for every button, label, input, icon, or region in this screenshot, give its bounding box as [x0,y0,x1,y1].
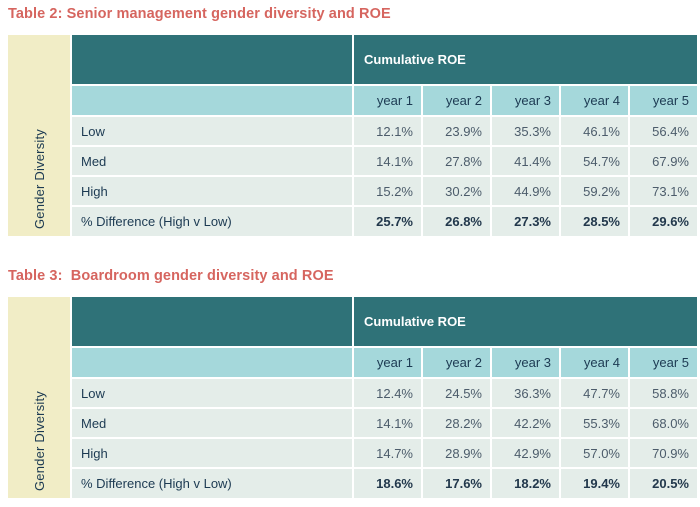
table3-value: 68.0% [630,409,697,437]
table2-year-header: year 1 [354,86,421,115]
table3-value: 28.2% [423,409,490,437]
table2-value: 30.2% [423,177,490,205]
table2-cumulative-roe-header: Cumulative ROE [354,35,697,84]
table3-gender-diversity-label: Gender Diversity [31,390,47,491]
table3-value: 24.5% [423,379,490,407]
table2-value: 15.2% [354,177,421,205]
table3-cumulative-roe-header: Cumulative ROE [354,297,697,346]
table3-difference-value: 19.4% [561,469,628,498]
table3-value: 57.0% [561,439,628,467]
table3-title: Table 3: Boardroom gender diversity and … [8,268,334,284]
table2-year-header: year 3 [492,86,559,115]
table3-year-header: year 3 [492,348,559,377]
table2-value: 12.1% [354,117,421,145]
table2-value: 46.1% [561,117,628,145]
table2-value: 41.4% [492,147,559,175]
table2-gender-diversity-axis: Gender Diversity [8,35,70,236]
table-boardroom-roe: Gender Diversity Cumulative ROE year 1 y… [8,297,697,498]
table2-value: 27.8% [423,147,490,175]
table2-difference-value: 26.8% [423,207,490,236]
table3-value: 28.9% [423,439,490,467]
table2-row-label-difference: % Difference (High v Low) [72,207,352,236]
table3-difference-value: 20.5% [630,469,697,498]
table2-year-header-spacer [72,86,352,115]
table3-year-header: year 2 [423,348,490,377]
table2-value: 73.1% [630,177,697,205]
table2-value: 59.2% [561,177,628,205]
table3-year-header: year 1 [354,348,421,377]
table2-value: 67.9% [630,147,697,175]
table3-difference-value: 17.6% [423,469,490,498]
table3-row-label-med: Med [72,409,352,437]
table2-value: 56.4% [630,117,697,145]
table3-year-header: year 5 [630,348,697,377]
table3-difference-value: 18.2% [492,469,559,498]
table2-year-header: year 2 [423,86,490,115]
table2-row-label-low: Low [72,117,352,145]
table-senior-management-roe: Gender Diversity Cumulative ROE year 1 y… [8,35,697,236]
table3-value: 70.9% [630,439,697,467]
table2-difference-value: 27.3% [492,207,559,236]
table3-value: 36.3% [492,379,559,407]
table3-row-label-high: High [72,439,352,467]
table2-gender-diversity-label: Gender Diversity [31,128,47,229]
table2-value: 35.3% [492,117,559,145]
table3-value: 12.4% [354,379,421,407]
table3-value: 47.7% [561,379,628,407]
table2-difference-value: 25.7% [354,207,421,236]
table2-row-label-med: Med [72,147,352,175]
table3-gender-diversity-axis: Gender Diversity [8,297,70,498]
table3-value: 42.2% [492,409,559,437]
table3-year-header-spacer [72,348,352,377]
table2-year-header: year 5 [630,86,697,115]
table2-value: 44.9% [492,177,559,205]
table3-difference-value: 18.6% [354,469,421,498]
table2-title: Table 2: Senior management gender divers… [8,6,391,22]
table3-value: 14.1% [354,409,421,437]
table3-year-header: year 4 [561,348,628,377]
table2-value: 14.1% [354,147,421,175]
table3-value: 58.8% [630,379,697,407]
table3-row-label-difference: % Difference (High v Low) [72,469,352,498]
table2-difference-value: 29.6% [630,207,697,236]
table3-header-spacer [72,297,352,346]
table2-year-header: year 4 [561,86,628,115]
table3-value: 14.7% [354,439,421,467]
table2-value: 54.7% [561,147,628,175]
table2-header-spacer [72,35,352,84]
table3-value: 42.9% [492,439,559,467]
table3-row-label-low: Low [72,379,352,407]
table2-difference-value: 28.5% [561,207,628,236]
table3-value: 55.3% [561,409,628,437]
table2-value: 23.9% [423,117,490,145]
table2-row-label-high: High [72,177,352,205]
